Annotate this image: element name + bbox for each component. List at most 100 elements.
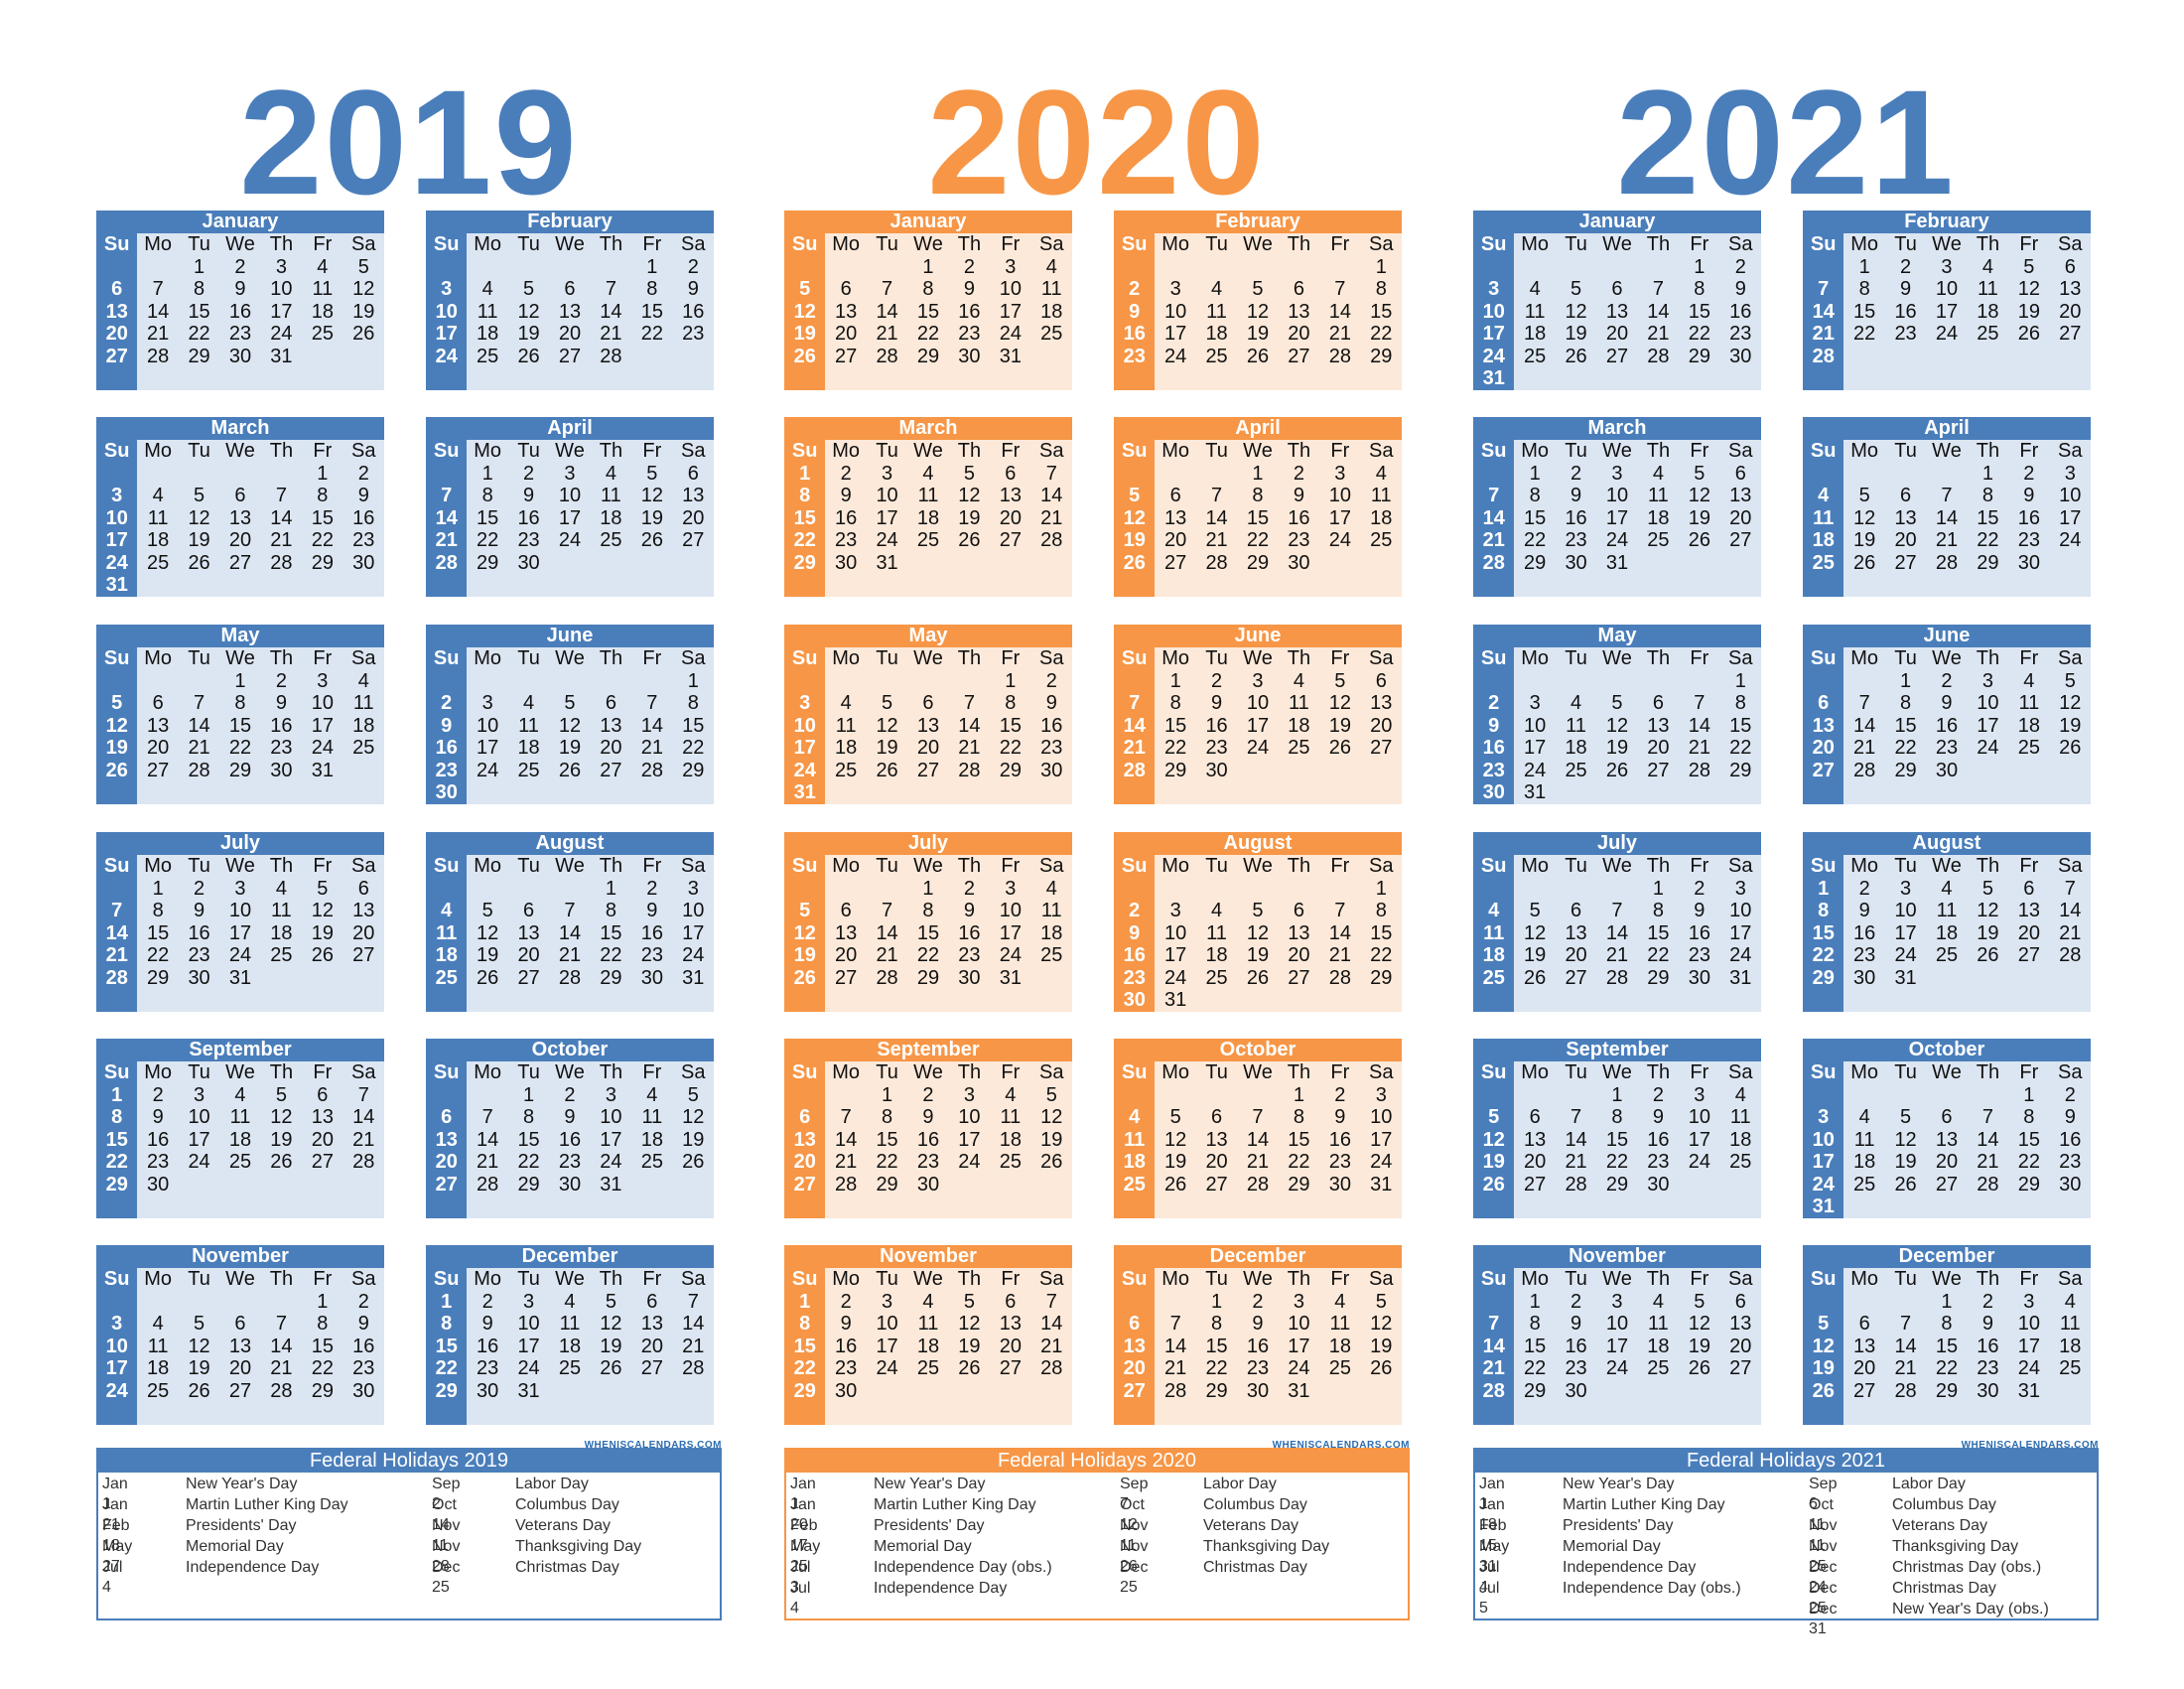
day-cell: 31 <box>1278 1379 1320 1402</box>
holiday-name: Presidents' Day <box>874 1517 985 1534</box>
day-header: We <box>907 1268 949 1291</box>
month-name: October <box>1803 1039 2091 1061</box>
month-name: June <box>1803 625 2091 647</box>
empty-cell <box>1237 759 1279 781</box>
day-header: We <box>549 855 591 878</box>
day-cell: 29 <box>1596 1173 1638 1196</box>
empty-cell <box>1803 367 1844 390</box>
empty-cell <box>784 989 826 1012</box>
day-cell: 12 <box>96 714 138 737</box>
day-cell: 29 <box>1155 759 1196 781</box>
day-cell: 27 <box>1555 966 1597 989</box>
holiday-name: Veterans Day <box>515 1517 612 1534</box>
day-cell: 22 <box>590 944 632 967</box>
day-cell: 24 <box>96 1379 138 1402</box>
day-cell: 19 <box>1030 1128 1072 1151</box>
day-cell: 14 <box>260 1335 303 1357</box>
holiday-name: Thanksgiving Day <box>1892 1538 2019 1555</box>
month-grid: Su Mo Tu We Th Fr Sa 1 2 3 4 5 6 7 8 9 10 11 12 13 14 15 16 17 1… <box>1473 855 1761 1012</box>
month-january: January Su Mo Tu We Th Fr Sa 1 2 3 4 5 6 7 8 9 10 11 12 13 14… <box>784 211 1072 390</box>
day-cell: 20 <box>96 323 138 346</box>
empty-cell <box>96 877 138 900</box>
day-cell: 4 <box>990 1083 1031 1106</box>
day-cell: 3 <box>2008 1290 2050 1313</box>
day-header: Tu <box>507 1061 550 1084</box>
day-cell: 6 <box>590 692 632 715</box>
day-header: We <box>907 440 949 463</box>
empty-cell <box>1319 989 1361 1012</box>
month-name: January <box>784 211 1072 233</box>
day-cell: 5 <box>178 485 220 507</box>
empty-cell <box>672 1173 714 1196</box>
day-cell: 3 <box>1360 1083 1402 1106</box>
month-name: April <box>1114 417 1402 440</box>
empty-cell <box>2008 966 2050 989</box>
day-cell: 14 <box>1926 506 1968 529</box>
day-cell: 2 <box>1195 669 1238 692</box>
federal-holidays-box: Federal Holidays 2021 Jan 1 New Year's Day… <box>1473 1448 2099 1637</box>
day-cell: 4 <box>137 485 179 507</box>
day-cell: 13 <box>426 1128 468 1151</box>
day-cell: 2 <box>1473 692 1515 715</box>
day-cell: 5 <box>1237 278 1279 301</box>
day-cell: 28 <box>1967 1173 2009 1196</box>
day-cell: 31 <box>784 781 826 804</box>
empty-cell <box>631 367 673 390</box>
day-cell: 18 <box>1278 714 1320 737</box>
empty-cell <box>1637 574 1680 597</box>
day-cell: 7 <box>1679 692 1720 715</box>
empty-cell <box>907 989 949 1012</box>
day-cell: 30 <box>1555 1379 1597 1402</box>
day-header: We <box>907 1061 949 1084</box>
day-header: Tu <box>1195 1061 1238 1084</box>
empty-cell <box>1967 966 2009 989</box>
day-cell: 1 <box>1237 462 1279 485</box>
empty-cell <box>1114 1402 1156 1425</box>
day-cell: 2 <box>1719 255 1761 278</box>
day-cell: 31 <box>219 966 261 989</box>
day-cell: 29 <box>2008 1173 2050 1196</box>
empty-cell <box>1319 551 1361 574</box>
empty-cell <box>1843 669 1885 692</box>
empty-cell <box>1555 669 1597 692</box>
day-cell: 7 <box>825 1106 867 1129</box>
day-cell: 18 <box>1195 944 1238 967</box>
day-header: Sa <box>2049 1268 2091 1291</box>
day-cell: 17 <box>1360 1128 1402 1151</box>
day-cell: 23 <box>260 737 303 760</box>
empty-cell <box>260 1196 303 1218</box>
empty-cell <box>178 781 220 804</box>
day-cell: 10 <box>507 1313 550 1336</box>
day-cell: 10 <box>1155 300 1196 323</box>
day-cell: 17 <box>1803 1151 1844 1174</box>
day-cell: 5 <box>2049 669 2091 692</box>
empty-cell <box>1155 1196 1196 1218</box>
day-cell: 19 <box>866 737 908 760</box>
day-cell: 6 <box>507 900 550 922</box>
day-cell: 23 <box>1926 737 1968 760</box>
day-cell: 23 <box>1637 1151 1680 1174</box>
day-header: We <box>1237 233 1279 256</box>
holiday-name: Independence Day (obs.) <box>874 1559 1052 1576</box>
empty-cell <box>825 781 867 804</box>
day-cell: 29 <box>1803 966 1844 989</box>
day-cell: 23 <box>507 529 550 552</box>
day-cell: 11 <box>2049 1313 2091 1336</box>
day-cell: 30 <box>825 551 867 574</box>
day-cell: 28 <box>948 759 991 781</box>
empty-cell <box>1803 1083 1844 1106</box>
day-cell: 12 <box>1967 900 2009 922</box>
day-header: Th <box>1967 647 2009 670</box>
day-cell: 21 <box>672 1335 714 1357</box>
day-cell: 8 <box>178 278 220 301</box>
day-cell: 16 <box>948 300 991 323</box>
day-cell: 2 <box>507 462 550 485</box>
day-header: Sa <box>1719 440 1761 463</box>
empty-cell <box>1679 574 1720 597</box>
empty-cell <box>1195 989 1238 1012</box>
day-cell: 2 <box>825 1290 867 1313</box>
day-header: Fr <box>302 1061 343 1084</box>
day-cell: 2 <box>1319 1083 1361 1106</box>
day-cell: 5 <box>96 692 138 715</box>
day-cell: 25 <box>1030 944 1072 967</box>
